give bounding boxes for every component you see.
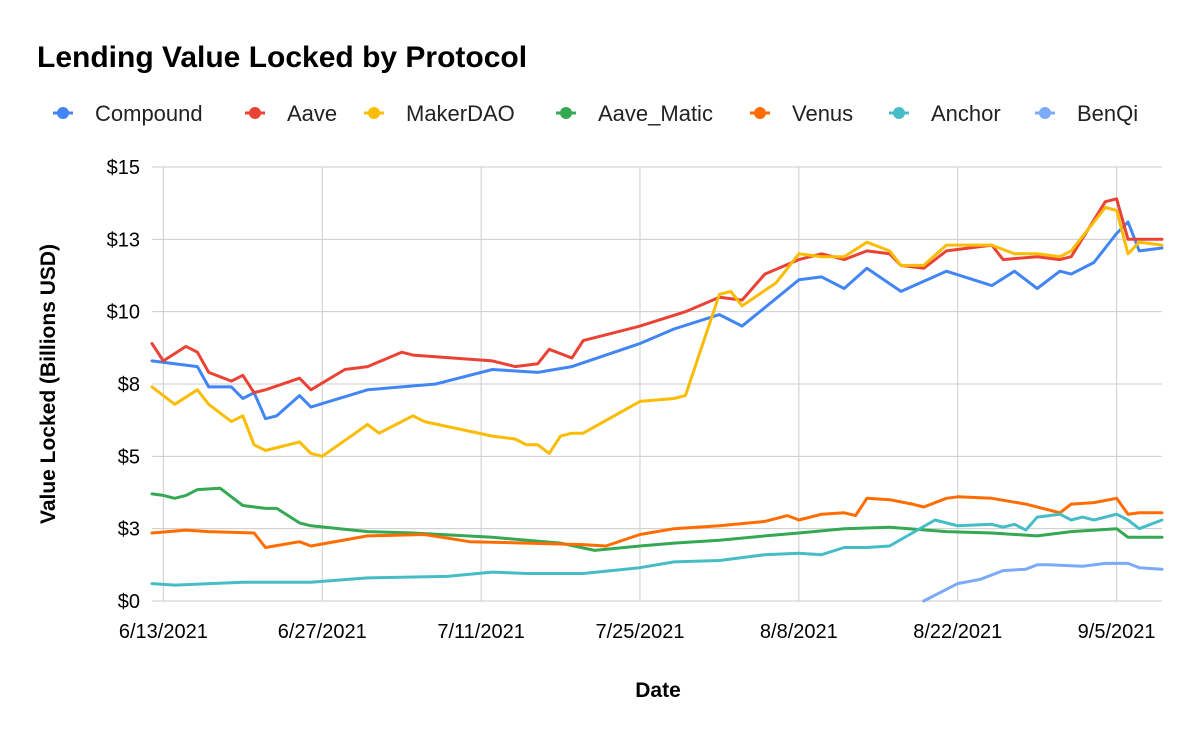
legend-label: MakerDAO	[406, 101, 515, 126]
x-tick-label: 6/13/2021	[119, 621, 208, 643]
legend-label: Venus	[792, 101, 853, 126]
series-line-compound	[150, 220, 1164, 421]
y-tick-label: $3	[118, 519, 140, 541]
x-tick-label: 6/27/2021	[278, 621, 367, 643]
y-tick-label: $5	[118, 446, 140, 468]
legend-label: Aave_Matic	[598, 101, 713, 126]
y-axis-ticks: $0 $3 $5 $8 $10 $13 $15	[107, 157, 140, 613]
y-tick-label: $8	[118, 374, 140, 396]
series-line-makerdao	[150, 206, 1164, 458]
y-tick-label: $0	[118, 591, 140, 613]
x-tick-label: 8/8/2021	[760, 621, 838, 643]
legend-label: Aave	[287, 101, 337, 126]
x-tick-label: 8/22/2021	[913, 621, 1002, 643]
y-tick-label: $13	[107, 229, 140, 251]
series-line-benqi	[922, 561, 1164, 603]
series-line-aave-matic	[150, 486, 1164, 552]
x-tick-label: 7/11/2021	[437, 621, 525, 643]
y-axis-title: Value Locked (Billions USD)	[37, 244, 60, 524]
y-tick-label: $10	[107, 302, 140, 324]
series-line-anchor	[150, 512, 1164, 587]
chart-title: Lending Value Locked by Protocol	[37, 41, 527, 74]
series-line-aave	[150, 197, 1164, 395]
x-tick-label: 7/25/2021	[595, 621, 684, 643]
series-line-venus	[150, 495, 1164, 549]
legend-label: Anchor	[931, 101, 1001, 126]
series-lines	[150, 197, 1164, 603]
legend-label: BenQi	[1077, 101, 1138, 126]
legend-label: Compound	[95, 101, 203, 126]
x-axis-title: Date	[635, 679, 681, 702]
x-tick-label: 9/5/2021	[1078, 621, 1156, 643]
x-axis-ticks: 6/13/2021 6/27/2021 7/11/2021 7/25/2021 8/8/…	[119, 621, 1156, 643]
y-tick-label: $15	[107, 157, 140, 179]
legend: Compound Aave MakerDAO Aave_Matic Venus Ancho…	[53, 101, 1138, 126]
